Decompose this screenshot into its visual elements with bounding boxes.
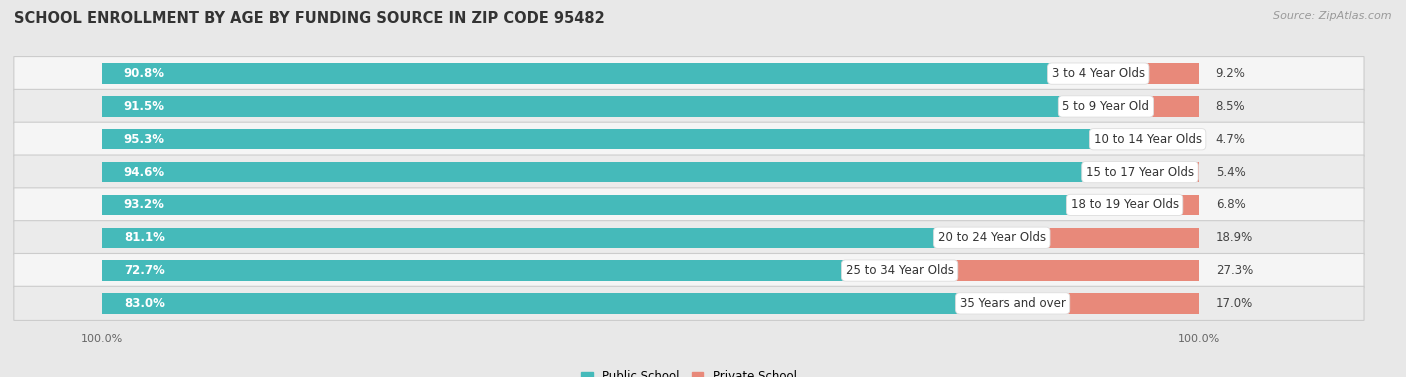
Text: Source: ZipAtlas.com: Source: ZipAtlas.com [1274,11,1392,21]
FancyBboxPatch shape [14,89,1364,124]
Text: 15 to 17 Year Olds: 15 to 17 Year Olds [1085,166,1194,179]
Bar [900,261,1199,281]
Bar [101,195,1125,215]
Text: 6.8%: 6.8% [1216,198,1246,211]
Text: 95.3%: 95.3% [124,133,165,146]
FancyBboxPatch shape [14,155,1364,189]
Text: 9.2%: 9.2% [1216,67,1246,80]
FancyBboxPatch shape [14,221,1364,255]
Text: 18 to 19 Year Olds: 18 to 19 Year Olds [1070,198,1178,211]
Bar [101,162,1140,182]
Bar [1107,96,1199,116]
Text: 10 to 14 Year Olds: 10 to 14 Year Olds [1094,133,1202,146]
Bar [1140,162,1199,182]
Text: SCHOOL ENROLLMENT BY AGE BY FUNDING SOURCE IN ZIP CODE 95482: SCHOOL ENROLLMENT BY AGE BY FUNDING SOUR… [14,11,605,26]
Bar [1125,195,1199,215]
Legend: Public School, Private School: Public School, Private School [581,371,797,377]
Bar [1147,129,1199,149]
Bar [101,261,900,281]
Text: 20 to 24 Year Olds: 20 to 24 Year Olds [938,231,1046,244]
Bar [1098,63,1199,84]
FancyBboxPatch shape [14,253,1364,288]
Text: 93.2%: 93.2% [124,198,165,211]
FancyBboxPatch shape [14,57,1364,91]
Bar [101,129,1147,149]
Text: 91.5%: 91.5% [124,100,165,113]
Text: 90.8%: 90.8% [124,67,165,80]
Bar [101,293,1012,314]
Text: 94.6%: 94.6% [124,166,165,179]
Text: 5 to 9 Year Old: 5 to 9 Year Old [1063,100,1150,113]
Text: 4.7%: 4.7% [1216,133,1246,146]
Text: 25 to 34 Year Olds: 25 to 34 Year Olds [845,264,953,277]
Text: 83.0%: 83.0% [124,297,165,310]
Text: 5.4%: 5.4% [1216,166,1246,179]
Text: 81.1%: 81.1% [124,231,165,244]
Text: 27.3%: 27.3% [1216,264,1253,277]
FancyBboxPatch shape [14,286,1364,320]
Bar [101,63,1098,84]
Bar [101,228,991,248]
Bar [991,228,1199,248]
Bar [101,96,1107,116]
Text: 8.5%: 8.5% [1216,100,1246,113]
Text: 17.0%: 17.0% [1216,297,1253,310]
Text: 35 Years and over: 35 Years and over [960,297,1066,310]
FancyBboxPatch shape [14,188,1364,222]
Text: 18.9%: 18.9% [1216,231,1253,244]
Text: 3 to 4 Year Olds: 3 to 4 Year Olds [1052,67,1144,80]
FancyBboxPatch shape [14,122,1364,156]
Text: 72.7%: 72.7% [124,264,165,277]
Bar [1012,293,1199,314]
